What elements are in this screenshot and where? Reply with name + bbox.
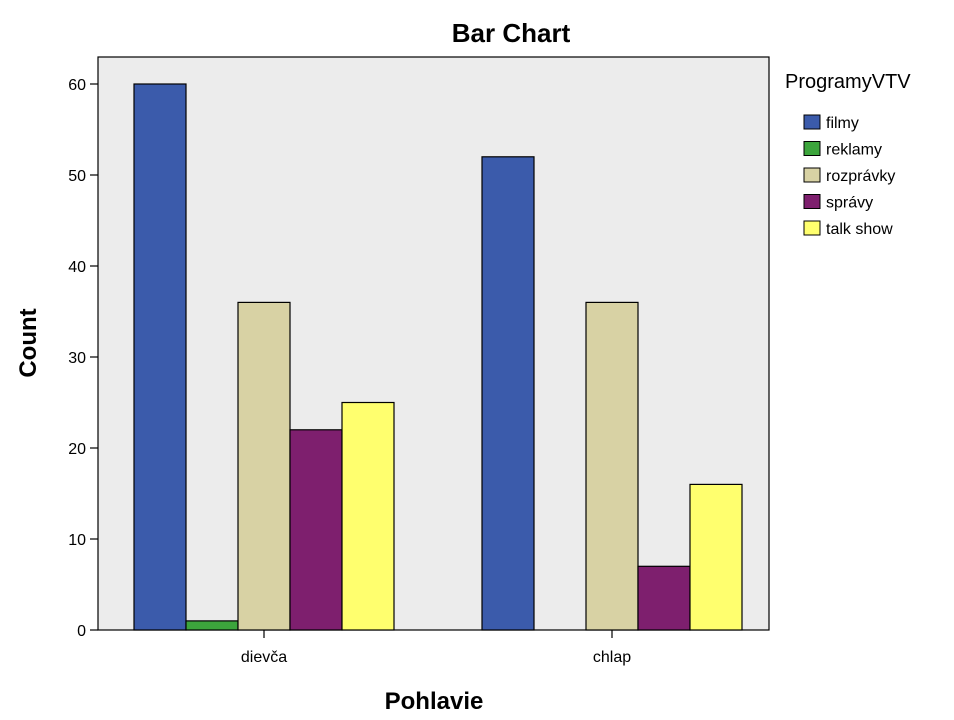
- bar-talk-show-dievča: [341, 401, 395, 631]
- legend-swatch: [803, 167, 821, 183]
- bar-rozprávky-chlap: [585, 301, 639, 631]
- legend-item-label: reklamy: [826, 142, 882, 159]
- plot-area: [97, 56, 770, 631]
- y-tick-label: 30: [68, 350, 86, 367]
- y-axis-label: Count: [15, 308, 42, 377]
- legend-swatch: [803, 220, 821, 236]
- bars: [133, 83, 743, 631]
- x-axis: dievča chlap: [241, 630, 631, 666]
- bar-talk-show-chlap: [689, 483, 743, 631]
- legend-swatch: [803, 141, 821, 156]
- y-tick-label: 40: [68, 259, 86, 276]
- legend-item-label: rozprávky: [826, 168, 895, 185]
- x-tick-label: dievča: [241, 649, 287, 666]
- bar-správy-chlap: [637, 565, 691, 631]
- x-axis-label: Pohlavie: [385, 688, 484, 715]
- bar-reklamy-dievča: [185, 620, 239, 631]
- y-tick-label: 60: [68, 77, 86, 94]
- legend-item-label: správy: [826, 195, 873, 212]
- y-tick-label: 0: [77, 623, 86, 640]
- x-tick-label: chlap: [593, 649, 631, 666]
- bar-filmy-dievča: [133, 83, 187, 631]
- y-axis: 0 10 20 30 40 50 60: [68, 77, 98, 640]
- y-tick-label: 50: [68, 168, 86, 185]
- bar-filmy-chlap: [481, 156, 535, 631]
- legend-item-label: filmy: [826, 115, 859, 132]
- bar-správy-dievča: [289, 429, 343, 631]
- chart-title: Bar Chart: [452, 18, 571, 48]
- bar-rozprávky-dievča: [237, 301, 291, 631]
- legend-title: ProgramyVTV: [785, 71, 911, 93]
- legend-swatch: [803, 194, 821, 209]
- legend: ProgramyVTV filmy reklamy rozprávky správy t…: [785, 71, 911, 238]
- y-tick-label: 20: [68, 441, 86, 458]
- legend-item-label: talk show: [826, 221, 893, 238]
- legend-swatch: [803, 114, 821, 130]
- y-tick-label: 10: [68, 532, 86, 549]
